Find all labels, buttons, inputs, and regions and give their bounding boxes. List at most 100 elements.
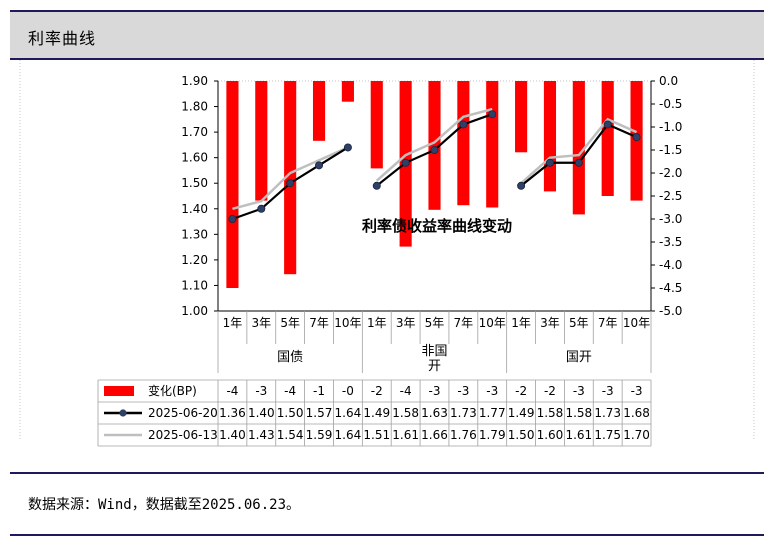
legend-label: 变化(BP) [148, 383, 197, 398]
figure-frame [10, 10, 764, 536]
bar-change-bp [428, 81, 441, 210]
category-label: 1年 [223, 316, 243, 330]
bar-change-bp [284, 81, 297, 275]
table-cell-value: 1.50 [277, 406, 304, 420]
category-label: 1年 [511, 316, 531, 330]
figure-title: 利率曲线 [28, 29, 97, 48]
table-cell-value: 1.64 [335, 428, 362, 442]
source-note: 数据来源：Wind，数据截至2025.06.23。 [28, 497, 301, 513]
category-label: 10年 [479, 316, 506, 330]
series-point-2025-06-20 [632, 133, 641, 142]
bar-change-bp [312, 81, 326, 141]
bar-change-bp [515, 81, 528, 153]
table-cell-value: 1.57 [306, 406, 333, 420]
table-cell-value: -2 [515, 384, 527, 398]
series-point-2025-06-20 [228, 214, 237, 223]
right-axis-label: -2.5 [659, 189, 682, 203]
source-bar: 数据来源：Wind，数据截至2025.06.23。 [10, 472, 764, 534]
series-point-2025-06-20 [517, 181, 526, 190]
series-point-2025-06-20 [401, 158, 410, 167]
series-line-2025-06-13 [375, 107, 493, 182]
table-cell-value: -2 [544, 384, 556, 398]
table-cell-value: 1.61 [565, 428, 592, 442]
table-cell-value: 1.76 [450, 428, 477, 442]
category-label: 10年 [334, 316, 361, 330]
table-cell-value: 1.40 [248, 406, 275, 420]
right-axis-label: -2.0 [659, 166, 682, 180]
legend-label: 2025-06-13 [148, 428, 218, 442]
bar-change-bp [341, 81, 354, 102]
table-cell-value: 1.43 [248, 428, 275, 442]
right-axis-label: -3.5 [659, 235, 682, 249]
category-label: 7年 [598, 316, 618, 330]
right-axis-label: -0.5 [659, 97, 682, 111]
legend-label: 2025-06-20 [148, 406, 218, 420]
right-axis-label: -5.0 [659, 304, 682, 318]
bar-change-bp [601, 81, 614, 196]
left-axis-label: 1.10 [181, 278, 208, 292]
bar-change-bp [457, 81, 470, 206]
category-label: 7年 [309, 316, 329, 330]
table-cell-value: 1.79 [479, 428, 506, 442]
series-point-2025-06-20 [372, 181, 381, 190]
legend-key-marker [119, 409, 127, 417]
chart-svg: 1.901.801.701.601.501.401.301.201.101.00… [19, 60, 755, 447]
series-point-2025-06-20 [286, 179, 295, 188]
table-cell-value: 1.68 [623, 406, 650, 420]
table-cell-value: 1.75 [594, 428, 621, 442]
bar-change-bp [572, 81, 585, 215]
table-cell-value: -3 [631, 384, 643, 398]
left-axis-label: 1.30 [181, 227, 208, 241]
category-label: 3年 [251, 316, 271, 330]
bar-change-bp [226, 81, 239, 288]
table-cell-value: 1.36 [219, 406, 246, 420]
left-axis-label: 1.20 [181, 253, 208, 267]
table-cell-value: -3 [457, 384, 469, 398]
legend-key-bar [104, 386, 134, 396]
table-cell-value: 1.63 [421, 406, 448, 420]
bar-change-bp [543, 81, 557, 192]
table-cell-value: 1.64 [335, 406, 362, 420]
table-cell-value: 1.54 [277, 428, 304, 442]
series-point-2025-06-20 [574, 158, 583, 167]
table-cell-value: -3 [573, 384, 585, 398]
right-axis-label: -3.0 [659, 212, 682, 226]
left-axis-label: 1.40 [181, 202, 208, 216]
category-label: 5年 [569, 316, 589, 330]
series-point-2025-06-20 [459, 120, 468, 129]
group-label: 国开 [566, 350, 592, 365]
table-cell-value: 1.59 [306, 428, 333, 442]
right-axis-label: -1.5 [659, 143, 682, 157]
category-label: 7年 [454, 316, 474, 330]
table-cell-value: 1.49 [363, 406, 390, 420]
group-label: 非国 [421, 344, 447, 359]
series-point-2025-06-20 [603, 120, 612, 129]
right-axis-label: 0.0 [659, 74, 678, 88]
table-cell-value: -4 [226, 384, 238, 398]
table-cell-value: -3 [255, 384, 267, 398]
group-label: 国债 [277, 350, 303, 365]
table-cell-value: 1.49 [508, 406, 535, 420]
bar-change-bp [255, 81, 268, 201]
chart-area: 1.90 1.80 1.70 1.60 1.50 1.40 1.30 1.20 1.10 1.00… [10, 60, 764, 470]
table-cell-value: -3 [429, 384, 441, 398]
table-cell-value: -1 [313, 384, 325, 398]
title-bar: 利率曲线 [10, 12, 764, 60]
table-cell-value: 1.73 [594, 406, 621, 420]
table-cell-value: -0 [342, 384, 354, 398]
left-axis-label: 1.60 [181, 151, 208, 165]
series-point-2025-06-20 [343, 143, 352, 152]
table-cell-value: 1.77 [479, 406, 506, 420]
table-cell-value: 1.66 [421, 428, 448, 442]
left-axis-label: 1.70 [181, 125, 208, 139]
series-line-2025-06-13 [232, 146, 349, 210]
table-cell-value: 1.73 [450, 406, 477, 420]
group-label: 开 [428, 359, 441, 374]
table-cell-value: -2 [371, 384, 383, 398]
chart-title: 利率债收益率曲线变动 [362, 217, 512, 235]
table-cell-value: 1.61 [392, 428, 419, 442]
right-axis-label: -4.0 [659, 258, 682, 272]
series-point-2025-06-20 [545, 158, 554, 167]
category-label: 3年 [540, 316, 560, 330]
table-cell-value: 1.58 [537, 406, 564, 420]
